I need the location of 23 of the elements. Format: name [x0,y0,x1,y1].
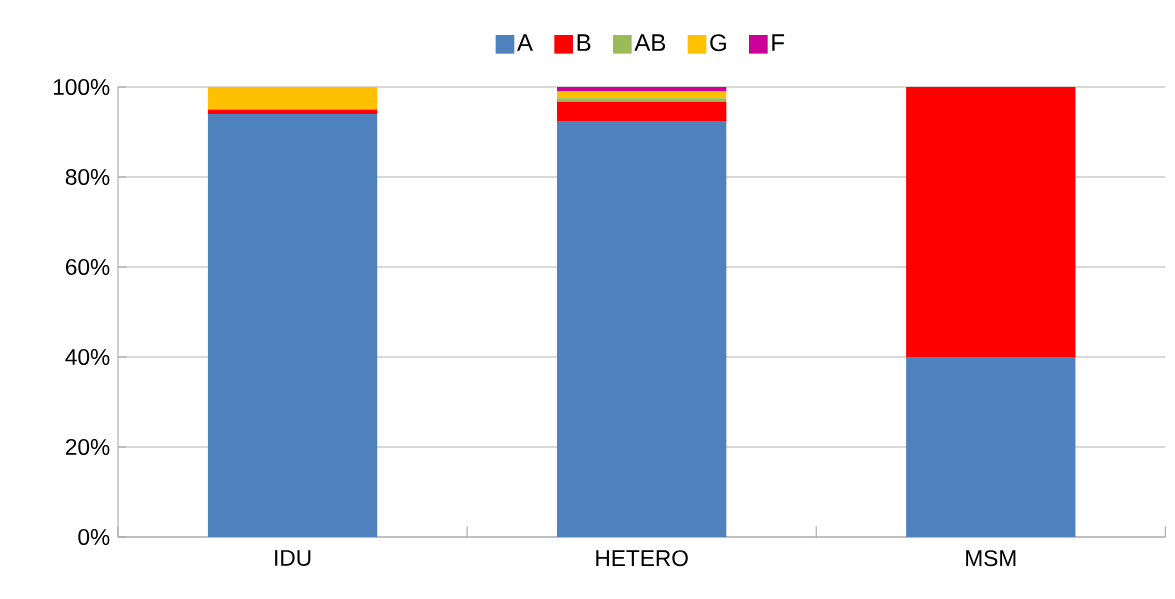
x-tick-label: HETERO [596,550,688,567]
y-tick-label: 100% [53,78,110,96]
bar [207,113,378,537]
bar [207,86,378,110]
x-tick-label: MSM [966,550,1016,567]
bar [557,91,727,99]
y-tick-label: 0% [78,528,110,546]
bar [207,109,378,114]
bar [557,121,727,537]
x-tick-label: IDU [275,550,311,566]
bar [906,356,1076,537]
legend-label: F [772,34,785,51]
y-tick-label: 80% [65,168,110,186]
y-tick-label: 20% [65,438,110,456]
bar [557,98,727,102]
legend-label: AB [634,34,666,51]
y-tick-label: 40% [65,348,110,366]
legend-label: G [710,34,726,52]
bar [557,101,727,122]
bar [906,86,1076,357]
legend-label: B [577,34,591,51]
y-tick-label: 60% [65,258,110,276]
legend-label: A [517,34,533,51]
